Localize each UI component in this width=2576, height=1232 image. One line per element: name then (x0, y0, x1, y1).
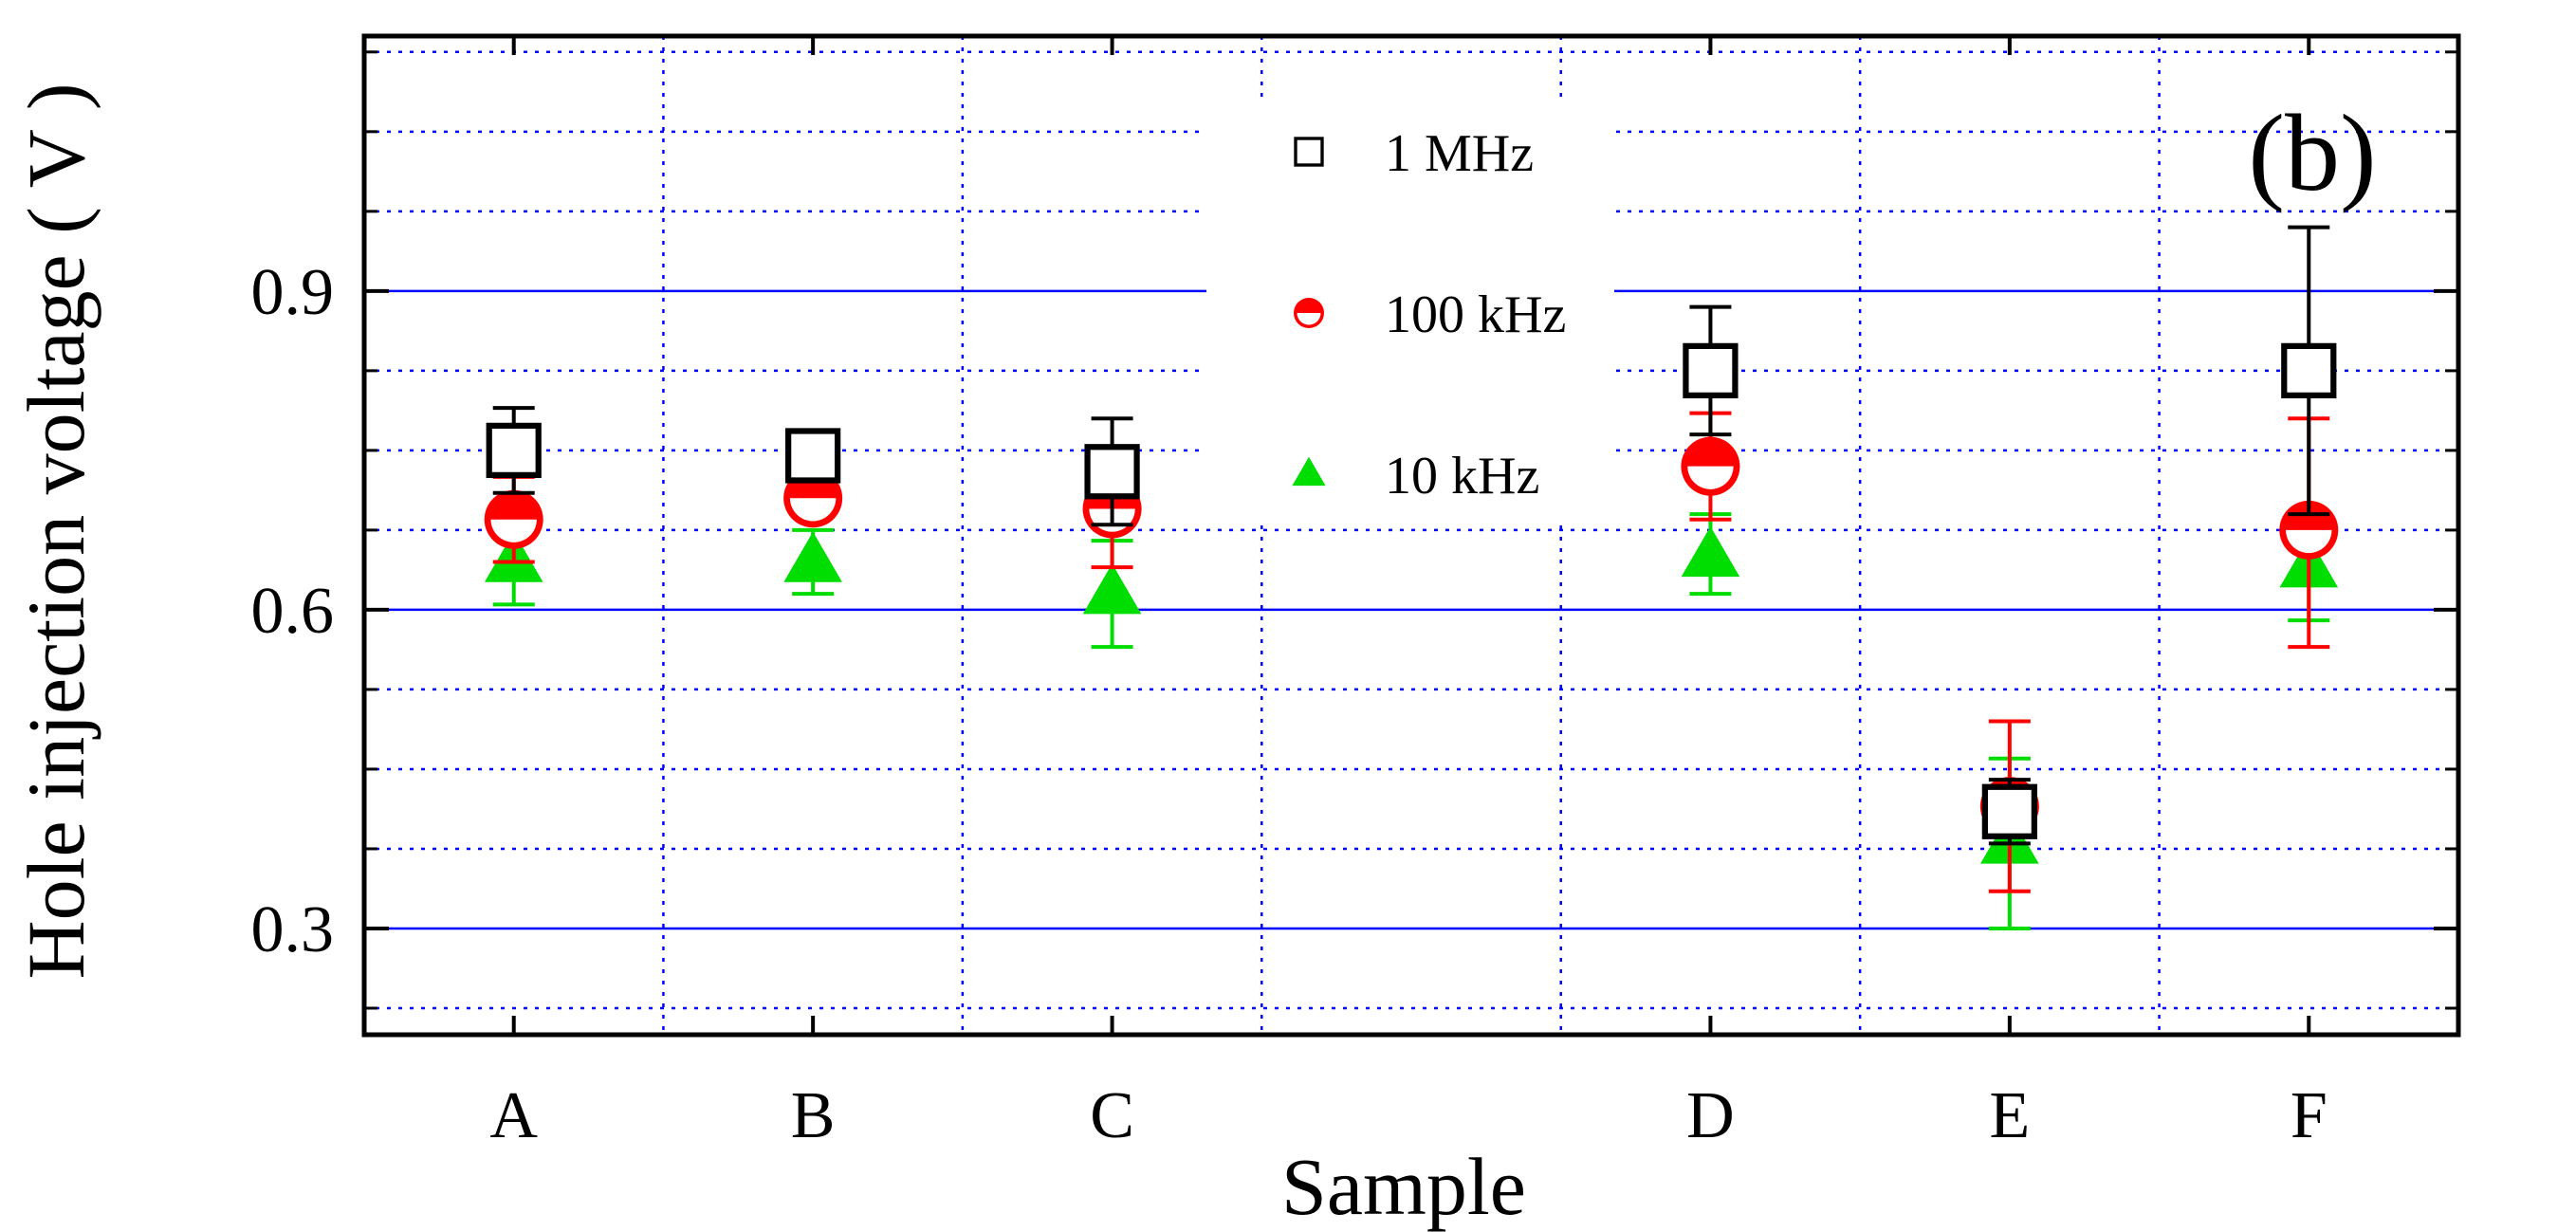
legend-marker-1 (1294, 298, 1324, 328)
data-point (783, 531, 842, 582)
legend-label-1: 100 kHz (1385, 285, 1566, 344)
series-0 (486, 225, 2337, 846)
data-point (484, 489, 543, 549)
data-point (783, 469, 843, 528)
data-point (2281, 342, 2337, 398)
legend-layer: 1 MHz 100 kHz 10 kHz (1206, 102, 1614, 520)
data-point (1681, 436, 1740, 496)
data-point (486, 422, 542, 479)
legend-background (1206, 102, 1614, 520)
data-point-half (2286, 529, 2332, 554)
y-tick-label: 0.6 (251, 575, 335, 648)
x-tick-label: F (2291, 1079, 2328, 1152)
data-point (1981, 783, 2037, 839)
data-point-half (490, 519, 537, 542)
x-tick-label: E (1989, 1079, 2030, 1152)
data-point (785, 428, 841, 484)
series-layer (484, 225, 2339, 930)
x-tick-label: C (1090, 1079, 1134, 1152)
series-2 (484, 512, 2339, 930)
legend-marker-0 (1294, 137, 1324, 167)
legend-label-2: 10 kHz (1385, 447, 1539, 506)
data-point-half (1687, 466, 1734, 489)
x-tick-label: A (489, 1079, 538, 1152)
data-point (1084, 444, 1140, 500)
x-axis-title: Sample (1281, 1141, 1526, 1232)
frame-layer (361, 33, 2461, 1038)
ticks-layer: 0.3 0.6 0.9 A B C D E F (251, 36, 2458, 1152)
panel-annotation: (b) (2248, 93, 2376, 214)
y-tick-label: 0.9 (251, 256, 335, 329)
legend-marker-2 (1292, 456, 1326, 487)
data-point (1681, 525, 1740, 578)
plot-frame (361, 33, 2461, 1038)
legend-marker-1-half (1297, 313, 1321, 325)
data-point (1683, 342, 1739, 398)
x-tick-label: D (1686, 1079, 1735, 1152)
x-tick-label: B (791, 1079, 836, 1152)
y-tick-label: 0.3 (251, 893, 335, 966)
data-point-half (789, 498, 837, 522)
legend-label-0: 1 MHz (1385, 124, 1534, 183)
y-axis-title: Hole injection voltage ( V ) (10, 83, 101, 980)
data-point (1082, 563, 1142, 615)
